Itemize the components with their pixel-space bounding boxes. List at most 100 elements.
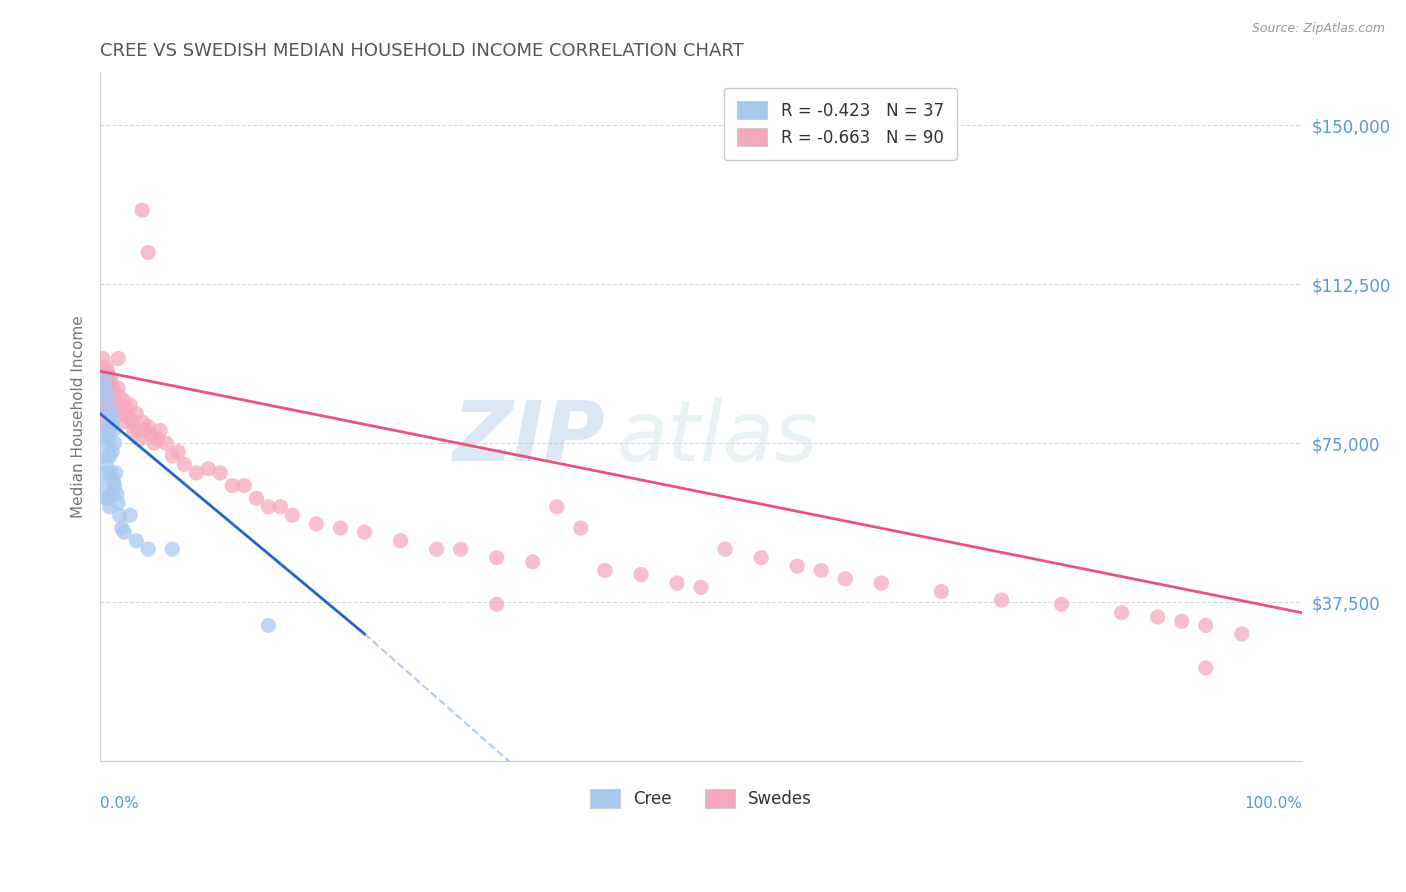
Point: [136, 542, 159, 557]
Point: [97, 424, 120, 438]
Point: [162, 542, 184, 557]
Point: [281, 508, 304, 523]
Point: [120, 508, 142, 523]
Point: [257, 618, 280, 632]
Point: [1230, 627, 1253, 641]
Point: [100, 415, 122, 429]
Point: [107, 351, 129, 366]
Point: [134, 424, 156, 438]
Point: [111, 407, 134, 421]
Point: [990, 593, 1012, 607]
Point: [105, 402, 128, 417]
Point: [714, 542, 737, 557]
Point: [103, 424, 125, 438]
Point: [630, 567, 652, 582]
Point: [91, 381, 114, 395]
Point: [834, 572, 856, 586]
Y-axis label: Median Household Income: Median Household Income: [72, 316, 86, 518]
Point: [149, 424, 172, 438]
Point: [115, 402, 138, 417]
Point: [1050, 597, 1073, 611]
Point: [125, 533, 148, 548]
Point: [690, 580, 713, 594]
Point: [96, 466, 118, 480]
Point: [93, 364, 115, 378]
Point: [103, 475, 125, 489]
Point: [101, 415, 124, 429]
Point: [485, 550, 508, 565]
Point: [870, 576, 893, 591]
Point: [107, 381, 129, 395]
Point: [162, 449, 184, 463]
Point: [112, 525, 135, 540]
Point: [110, 398, 132, 412]
Point: [98, 415, 121, 429]
Point: [197, 461, 219, 475]
Point: [136, 245, 159, 260]
Point: [143, 436, 166, 450]
Point: [146, 432, 169, 446]
Point: [121, 415, 143, 429]
Text: atlas: atlas: [617, 397, 818, 478]
Point: [749, 550, 772, 565]
Point: [101, 381, 124, 395]
Point: [810, 563, 832, 577]
Point: [104, 393, 127, 408]
Point: [98, 376, 121, 391]
Legend: Cree, Swedes: Cree, Swedes: [583, 782, 818, 814]
Point: [593, 563, 616, 577]
Point: [94, 359, 117, 374]
Point: [1170, 614, 1192, 628]
Point: [120, 398, 142, 412]
Point: [94, 424, 117, 438]
Point: [1111, 606, 1133, 620]
Point: [94, 415, 117, 429]
Point: [96, 436, 118, 450]
Point: [118, 410, 141, 425]
Point: [105, 487, 128, 501]
Point: [931, 584, 953, 599]
Point: [221, 478, 243, 492]
Point: [94, 385, 117, 400]
Point: [94, 368, 117, 383]
Point: [485, 597, 508, 611]
Point: [112, 393, 135, 408]
Point: [97, 368, 120, 383]
Point: [91, 351, 114, 366]
Point: [98, 500, 121, 514]
Point: [97, 491, 120, 506]
Point: [546, 500, 568, 514]
Point: [128, 432, 150, 446]
Point: [101, 407, 124, 421]
Text: Source: ZipAtlas.com: Source: ZipAtlas.com: [1251, 22, 1385, 36]
Point: [1195, 618, 1218, 632]
Point: [1195, 661, 1218, 675]
Point: [94, 458, 117, 472]
Point: [305, 516, 328, 531]
Point: [186, 466, 208, 480]
Point: [94, 491, 117, 506]
Point: [94, 398, 117, 412]
Text: ZIP: ZIP: [453, 397, 605, 478]
Point: [139, 427, 162, 442]
Point: [209, 466, 232, 480]
Point: [96, 407, 118, 421]
Point: [245, 491, 267, 506]
Point: [101, 444, 124, 458]
Point: [450, 542, 472, 557]
Point: [108, 508, 131, 523]
Point: [353, 525, 375, 540]
Point: [93, 478, 115, 492]
Point: [103, 436, 125, 450]
Point: [155, 436, 177, 450]
Point: [111, 415, 134, 429]
Point: [665, 576, 688, 591]
Point: [100, 466, 122, 480]
Point: [98, 402, 121, 417]
Point: [329, 521, 352, 535]
Point: [233, 478, 256, 492]
Point: [136, 419, 159, 434]
Text: 0.0%: 0.0%: [100, 796, 139, 811]
Point: [98, 449, 121, 463]
Point: [569, 521, 592, 535]
